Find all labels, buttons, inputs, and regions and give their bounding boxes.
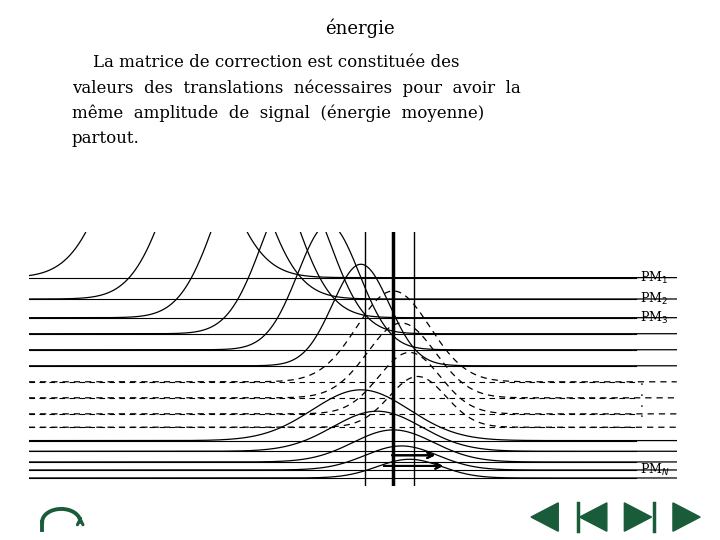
- Text: PM$_N$: PM$_N$: [640, 462, 670, 478]
- Text: .: .: [640, 407, 644, 420]
- Text: .: .: [640, 375, 644, 388]
- Text: PM$_1$: PM$_1$: [640, 269, 668, 286]
- Polygon shape: [624, 503, 652, 531]
- Text: PM$_2$: PM$_2$: [640, 291, 668, 307]
- Text: .: .: [640, 397, 644, 410]
- Polygon shape: [580, 503, 607, 531]
- Text: PM$_3$: PM$_3$: [640, 309, 669, 326]
- Polygon shape: [673, 503, 700, 531]
- Text: énergie: énergie: [325, 19, 395, 38]
- Polygon shape: [531, 503, 558, 531]
- Text: La matrice de correction est constituée des
valeurs  des  translations  nécessai: La matrice de correction est constituée …: [72, 54, 521, 147]
- Text: .: .: [640, 386, 644, 399]
